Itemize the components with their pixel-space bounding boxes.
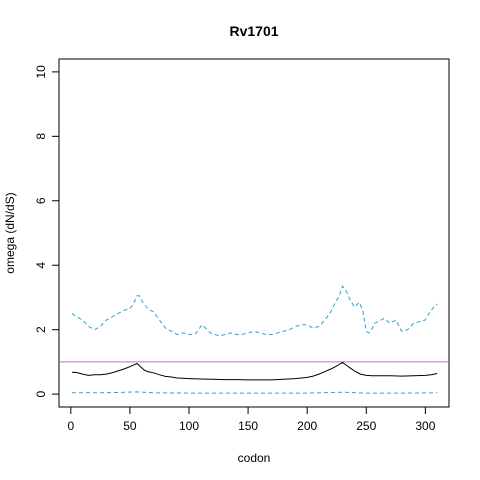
series-line-mean — [71, 361, 438, 381]
plot-area — [59, 285, 449, 394]
x-tick-label: 0 — [67, 419, 74, 433]
y-tick-label: 10 — [34, 65, 48, 79]
y-axis: 0 2 4 6 8 10 — [34, 65, 60, 397]
x-axis: 0 50 100 150 200 250 300 — [67, 406, 436, 433]
x-tick-label: 300 — [415, 419, 435, 433]
y-axis-label: omega (dN/dS) — [3, 192, 17, 273]
x-tick-label: 100 — [179, 419, 199, 433]
chart-title: Rv1701 — [229, 23, 278, 39]
y-tick-label: 8 — [34, 133, 48, 140]
series-line-lower — [72, 391, 438, 394]
x-axis-label: codon — [238, 451, 271, 465]
series-line-upper — [71, 285, 438, 337]
plot-frame — [58, 58, 450, 408]
x-tick-label: 50 — [123, 419, 137, 433]
x-tick-label: 250 — [356, 419, 376, 433]
x-tick-label: 150 — [238, 419, 258, 433]
y-tick-label: 0 — [34, 390, 48, 397]
y-tick-label: 6 — [34, 197, 48, 204]
x-tick-label: 200 — [297, 419, 317, 433]
y-tick-label: 4 — [34, 262, 48, 269]
y-tick-label: 2 — [34, 326, 48, 333]
